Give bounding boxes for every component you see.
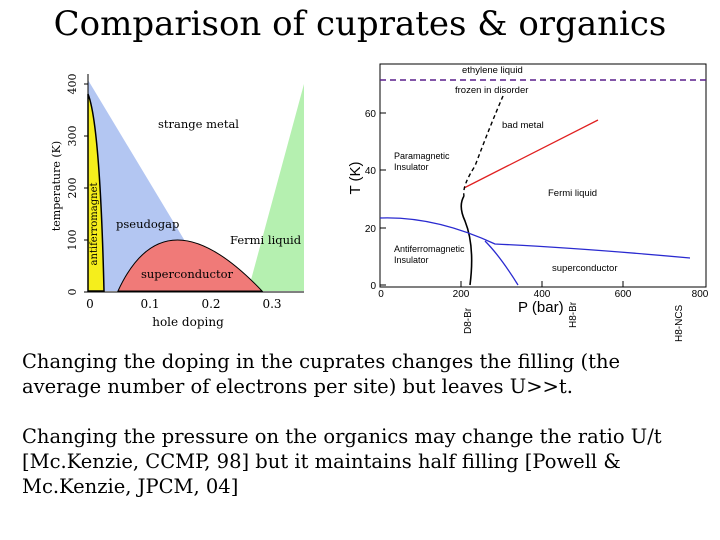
cuprate-y-label: temperature (K) — [50, 141, 63, 231]
bad-metal-line — [463, 119, 599, 189]
organic-y-tick-60: 60 — [365, 109, 377, 120]
cuprate-x-label: hole doping — [152, 315, 224, 329]
fermi-liquid-label: Fermi liquid — [230, 233, 302, 247]
frozen-label: frozen in disorder — [455, 85, 528, 96]
fermi-liquid-org-label: Fermi liquid — [548, 188, 597, 199]
paramagnetic-label-text-line2: Insulator — [394, 162, 429, 172]
superconductor-region — [117, 239, 264, 292]
af-boundary-line — [379, 217, 691, 259]
sc-boundary-line — [484, 240, 519, 286]
antiferromagnet-region — [87, 93, 105, 292]
organic-x-tick-800: 800 — [692, 289, 709, 300]
y-tick-marks — [84, 83, 88, 293]
compound-d8-br: D8-Br — [463, 307, 474, 334]
y-tick-400: 400 — [66, 74, 79, 95]
x-tick-0.2: 0.2 — [201, 297, 220, 311]
organic-x-tick-0: 0 — [378, 289, 384, 300]
paragraph-doping: Changing the doping in the cuprates chan… — [22, 350, 621, 398]
superconductor-org-label: superconductor — [552, 263, 617, 274]
ethylene-label: ethylene liquid — [462, 65, 523, 76]
y-tick-200: 200 — [66, 178, 79, 199]
y-tick-300: 300 — [66, 126, 79, 147]
compound-h8-ncs: H8-NCS — [674, 304, 685, 342]
organic-x-tick-600: 600 — [615, 289, 632, 300]
mott-line-solid — [460, 195, 473, 286]
bad-metal-label: bad metal — [502, 120, 544, 131]
y-tick-100: 100 — [66, 230, 79, 251]
compound-h8-br: H8-Br — [568, 301, 579, 328]
x-tick-0.1: 0.1 — [140, 297, 159, 311]
pseudogap-region — [88, 80, 215, 291]
organic-x-tick-200: 200 — [453, 289, 470, 300]
paramagnetic-label-text: Paramagnetic — [394, 151, 450, 161]
pseudogap-label: pseudogap — [116, 217, 179, 231]
mott-line-dashed — [463, 95, 504, 197]
x-tick-0: 0 — [86, 297, 94, 311]
organic-y-tick-0: 0 — [370, 281, 376, 292]
superconductor-label: superconductor — [141, 267, 233, 281]
slide-title: Comparison of cuprates & organics — [53, 4, 667, 44]
paragraph-pressure: Changing the pressure on the organics ma… — [22, 425, 662, 498]
organic-x-tick-400: 400 — [534, 289, 551, 300]
strange-metal-label: strange metal — [158, 117, 239, 131]
antiferro-label-text-line2: Insulator — [394, 255, 429, 265]
fermi-liquid-region — [248, 84, 304, 291]
organic-phase-diagram: 60 40 20 0 T (K) 0 200 400 600 800 P (ba… — [347, 63, 709, 342]
paramagnetic-label: Paramagnetic Insulator — [394, 151, 452, 172]
antiferromagnet-label: antiferromagnet — [89, 182, 100, 265]
organic-y-label: T (K) — [347, 161, 364, 194]
organic-x-label: P (bar) — [518, 299, 564, 316]
y-tick-0: 0 — [66, 289, 79, 296]
organic-y-tick-40: 40 — [365, 166, 377, 177]
organic-y-tick-20: 20 — [365, 224, 377, 235]
x-tick-0.3: 0.3 — [262, 297, 281, 311]
cuprate-phase-diagram: 0 100 200 300 400 temperature (K) 0 0.1 … — [50, 74, 304, 329]
antiferro-label: Antiferromagnetic Insulator — [394, 244, 467, 265]
antiferro-label-text: Antiferromagnetic — [394, 244, 465, 254]
